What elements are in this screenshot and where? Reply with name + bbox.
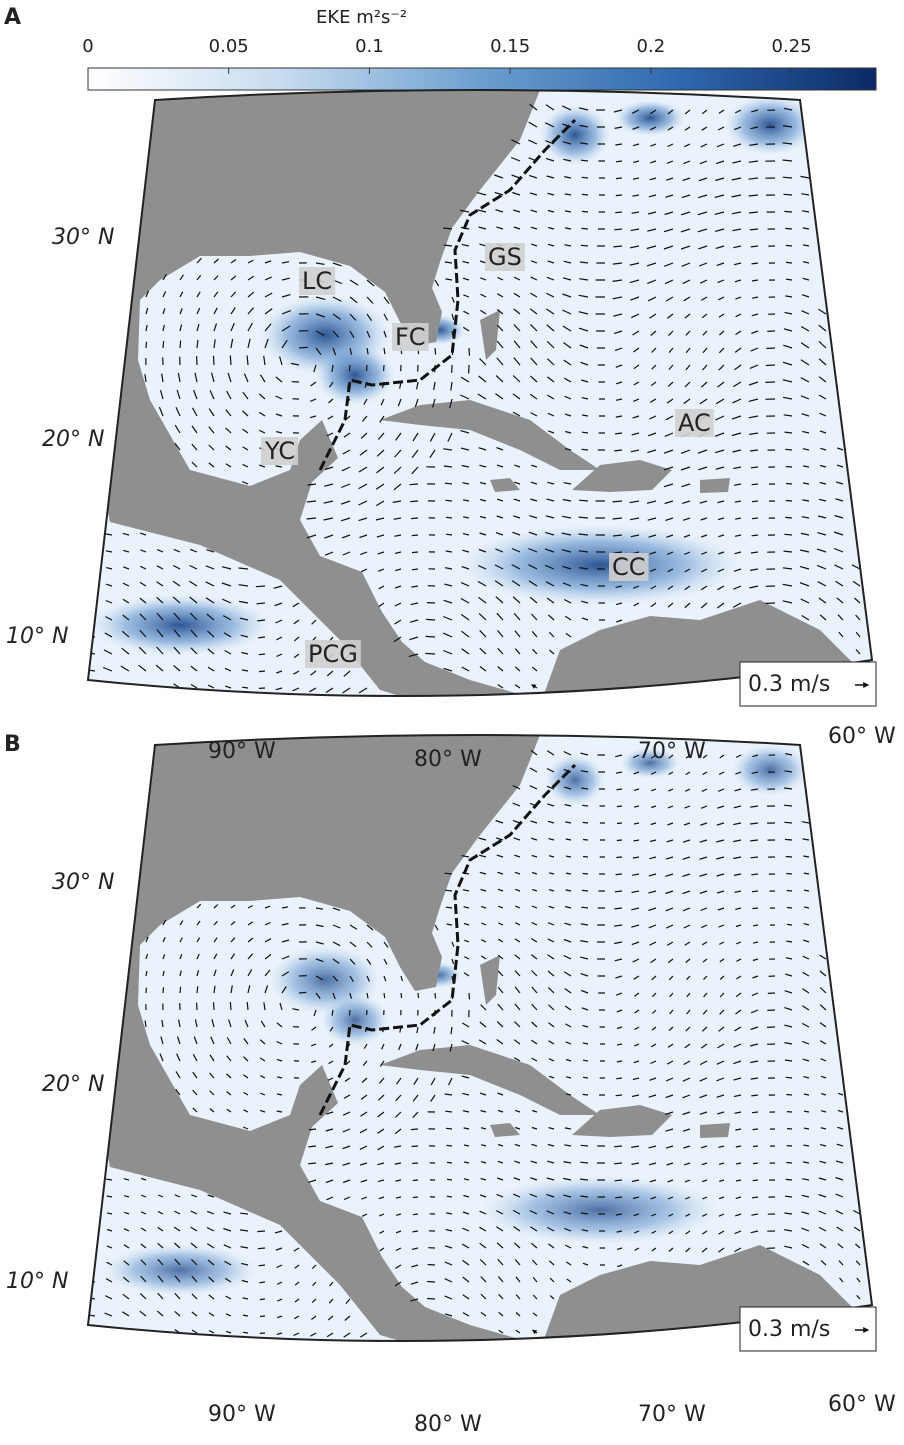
region-label: LC	[302, 267, 332, 295]
eke-patch	[315, 345, 395, 405]
map-panel: LC FC GS AC YC CC PCG 30° N 20° N 10° N 0.3 m/s	[6, 89, 877, 707]
map-area	[88, 735, 872, 1341]
eke-patch	[460, 525, 740, 605]
colorbar-tick-label: 0.2	[637, 36, 666, 57]
eke-patch	[90, 595, 270, 655]
eke-patch	[731, 744, 809, 796]
colorbar-title: EKE m²s⁻²	[316, 7, 407, 28]
colorbar-tick-label: 0.25	[772, 36, 812, 57]
gulf-stream	[318, 118, 577, 471]
region-label: FC	[395, 323, 426, 351]
region-label: YC	[264, 437, 295, 465]
panel-label: B	[4, 732, 21, 757]
eke-patch	[103, 1244, 257, 1296]
region-label: GS	[488, 243, 522, 271]
eke-patch	[620, 747, 680, 779]
eke-patch	[540, 105, 610, 165]
eke-patch	[545, 754, 605, 806]
longitude-label: 90° W	[208, 1402, 276, 1427]
colorbar-tick-label: 0.05	[209, 36, 249, 57]
longitude-label: 60° W	[828, 724, 896, 749]
longitude-label: 80° W	[414, 1412, 482, 1437]
latitude-label: 20° N	[42, 1072, 104, 1097]
region-label-box	[609, 553, 649, 581]
eke-patch	[321, 994, 389, 1046]
latitude-label: 10° N	[6, 1269, 68, 1294]
panel-label: A	[4, 5, 21, 30]
longitude-label: 80° W	[414, 747, 482, 772]
eke-patch	[615, 100, 685, 136]
latitude-label: 10° N	[6, 624, 68, 649]
colorbar-tick-label: 0.15	[490, 36, 530, 57]
region-label-box	[299, 267, 336, 295]
region-label-box	[305, 640, 361, 668]
colorbar-tick-label: 0.1	[355, 36, 384, 57]
region-label: AC	[678, 409, 711, 437]
region-label-box	[261, 437, 299, 465]
map-area	[88, 90, 872, 696]
region-label: CC	[612, 553, 646, 581]
scale-box	[739, 661, 877, 707]
colorbar	[87, 67, 877, 91]
region-label-box	[485, 243, 525, 271]
longitude-label: 90° W	[208, 739, 276, 764]
gulf-stream	[318, 763, 577, 1116]
scale-box	[739, 1306, 877, 1352]
latitude-label: 20° N	[42, 427, 104, 452]
longitude-label: 60° W	[828, 1392, 896, 1417]
map-panel: 30° N 20° N 10° N 0.3 m/s	[6, 734, 877, 1352]
velocity-arrows	[88, 103, 861, 694]
colorbar-tick-label: 0	[82, 36, 93, 57]
latitude-label: 30° N	[52, 225, 114, 250]
velocity-arrows	[88, 749, 861, 1338]
longitude-label: 70° W	[638, 739, 706, 764]
eke-patch	[725, 95, 815, 155]
region-label-box	[392, 323, 429, 351]
region-label: PCG	[308, 640, 358, 668]
region-label-box	[675, 409, 714, 437]
land	[88, 90, 872, 696]
latitude-label: 30° N	[52, 870, 114, 895]
land	[88, 735, 872, 1341]
longitude-label: 70° W	[638, 1402, 706, 1427]
scale-label: 0.3 m/s	[748, 672, 830, 697]
eke-patch	[481, 1176, 719, 1244]
scale-label: 0.3 m/s	[748, 1317, 830, 1342]
